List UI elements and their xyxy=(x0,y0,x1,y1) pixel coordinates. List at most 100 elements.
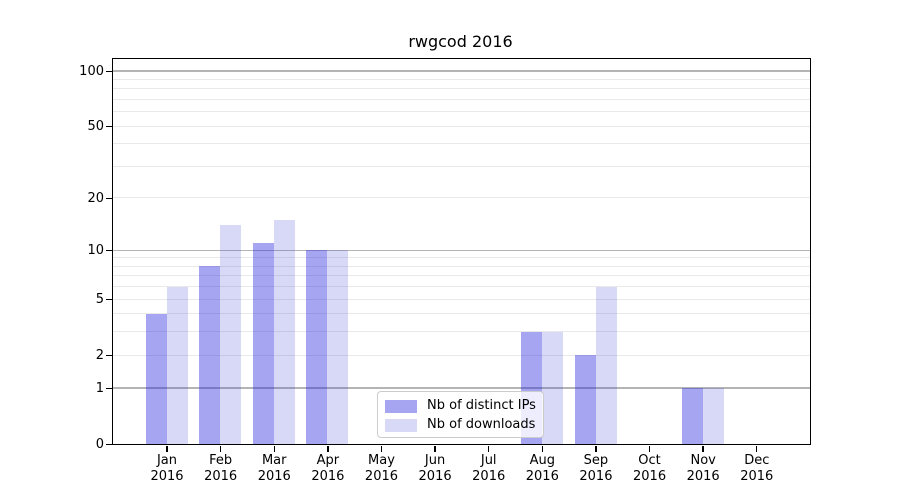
x-tick-month-jun: Jun xyxy=(424,453,446,469)
x-tick-mark-mar xyxy=(273,445,275,452)
y-gridline-minor-80 xyxy=(113,88,810,90)
x-tick-label-sep: Sep 2016 xyxy=(564,453,628,484)
x-tick-year-sep: 2016 xyxy=(579,468,613,484)
bar-feb-downloads xyxy=(220,225,242,444)
x-tick-month-feb: Feb xyxy=(209,453,233,469)
bar-nov-distinct-ips xyxy=(681,387,703,444)
y-gridline-minor-2 xyxy=(113,354,810,356)
x-tick-mark-jun xyxy=(434,445,436,452)
x-tick-mark-jan xyxy=(166,445,168,452)
bar-jan-downloads xyxy=(166,286,188,444)
y-gridline-minor-9 xyxy=(113,257,810,259)
x-tick-year-jul: 2016 xyxy=(472,468,506,484)
x-tick-mark-may xyxy=(380,445,383,452)
y-tick-mark-5 xyxy=(106,298,113,301)
legend-label-downloads: Nb of downloads xyxy=(427,417,536,432)
y-tick-mark-20 xyxy=(106,197,113,200)
x-tick-year-jan: 2016 xyxy=(150,468,184,484)
y-tick-label-5: 5 xyxy=(95,292,104,308)
x-tick-label-feb: Feb 2016 xyxy=(189,453,253,484)
y-gridline-minor-40 xyxy=(113,143,810,145)
bar-apr-distinct-ips xyxy=(306,250,328,444)
x-tick-mark-nov xyxy=(702,445,704,452)
y-tick-label-10: 10 xyxy=(87,243,104,259)
plot-area xyxy=(112,58,811,445)
x-tick-label-jan: Jan 2016 xyxy=(135,453,199,484)
bar-apr-downloads xyxy=(327,250,349,444)
y-gridline-minor-3 xyxy=(113,331,810,333)
x-tick-year-may: 2016 xyxy=(364,468,399,484)
legend-label-distinct-ips: Nb of distinct IPs xyxy=(427,398,536,413)
legend: Nb of distinct IPs Nb of downloads xyxy=(377,391,544,438)
x-tick-month-oct: Oct xyxy=(638,453,661,469)
x-tick-month-nov: Nov xyxy=(690,453,716,469)
x-tick-label-may: May 2016 xyxy=(349,453,413,484)
x-tick-month-aug: Aug xyxy=(529,453,555,469)
x-tick-label-mar: Mar 2016 xyxy=(242,453,306,484)
legend-swatch-downloads xyxy=(385,418,417,432)
x-tick-month-jul: Jul xyxy=(480,453,497,469)
x-tick-month-mar: Mar xyxy=(261,453,287,469)
x-tick-mark-apr xyxy=(327,445,329,452)
bar-mar-downloads xyxy=(273,219,295,444)
y-gridline-minor-7 xyxy=(113,275,810,277)
x-tick-year-jun: 2016 xyxy=(418,468,452,484)
bar-nov-downloads xyxy=(702,387,724,444)
bar-sep-distinct-ips xyxy=(574,355,596,444)
y-gridline-major-1 xyxy=(113,387,810,389)
x-tick-year-dec: 2016 xyxy=(740,468,774,484)
x-tick-label-jul: Jul 2016 xyxy=(457,453,521,484)
x-tick-month-apr: Apr xyxy=(316,453,340,469)
y-tick-mark-10 xyxy=(106,249,113,252)
y-tick-mark-100 xyxy=(106,70,113,73)
y-tick-mark-50 xyxy=(106,125,113,128)
bar-aug-downloads xyxy=(541,331,563,444)
y-gridline-minor-30 xyxy=(113,165,810,167)
y-tick-label-100: 100 xyxy=(79,63,104,79)
y-tick-label-0: 0 xyxy=(95,436,104,452)
y-tick-mark-1 xyxy=(106,387,113,390)
x-tick-year-aug: 2016 xyxy=(525,468,559,484)
x-tick-label-aug: Aug 2016 xyxy=(510,453,574,484)
legend-item-downloads: Nb of downloads xyxy=(385,418,535,432)
y-tick-label-50: 50 xyxy=(87,119,104,135)
y-tick-mark-0 xyxy=(106,443,113,446)
x-tick-label-apr: Apr 2016 xyxy=(296,453,360,484)
x-tick-month-jan: Jan xyxy=(156,453,178,469)
x-tick-label-dec: Dec 2016 xyxy=(725,453,789,484)
y-gridline-minor-60 xyxy=(113,111,810,113)
y-gridline-major-100 xyxy=(113,70,810,72)
x-tick-mark-oct xyxy=(648,445,651,452)
x-tick-mark-sep xyxy=(595,445,597,452)
x-tick-label-oct: Oct 2016 xyxy=(618,453,682,484)
x-tick-mark-jul xyxy=(488,445,490,452)
y-gridline-minor-20 xyxy=(113,197,810,199)
y-gridline-minor-50 xyxy=(113,125,810,127)
bar-feb-distinct-ips xyxy=(199,266,221,444)
x-tick-year-apr: 2016 xyxy=(311,468,345,484)
x-tick-mark-feb xyxy=(219,445,222,452)
y-tick-mark-2 xyxy=(106,354,113,357)
y-tick-label-2: 2 xyxy=(95,348,104,364)
x-tick-month-may: May xyxy=(368,453,395,469)
y-gridline-minor-90 xyxy=(113,78,810,80)
y-gridline-major-10 xyxy=(113,249,810,251)
x-tick-year-feb: 2016 xyxy=(204,468,238,484)
y-tick-label-1: 1 xyxy=(95,380,104,396)
x-tick-year-oct: 2016 xyxy=(633,468,667,484)
legend-swatch-distinct-ips xyxy=(385,399,417,413)
x-tick-year-mar: 2016 xyxy=(257,468,291,484)
y-tick-label-20: 20 xyxy=(87,190,104,206)
y-gridline-minor-5 xyxy=(113,298,810,300)
x-tick-label-jun: Jun 2016 xyxy=(403,453,467,484)
legend-item-distinct-ips: Nb of distinct IPs xyxy=(385,398,536,413)
y-gridline-minor-8 xyxy=(113,265,810,267)
x-tick-month-dec: Dec xyxy=(744,453,770,469)
x-tick-month-sep: Sep xyxy=(583,453,609,469)
x-tick-mark-aug xyxy=(541,445,543,452)
y-gridline-minor-4 xyxy=(113,313,810,315)
x-tick-mark-dec xyxy=(756,445,758,452)
y-gridline-minor-70 xyxy=(113,98,810,100)
bar-jan-distinct-ips xyxy=(145,313,167,444)
